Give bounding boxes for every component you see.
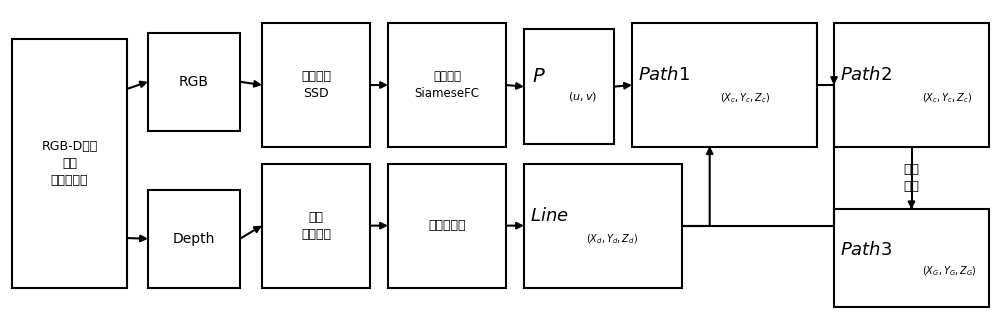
- Text: 手眼
标定: 手眼 标定: [904, 163, 920, 193]
- FancyBboxPatch shape: [262, 23, 370, 147]
- FancyBboxPatch shape: [388, 164, 506, 288]
- FancyBboxPatch shape: [262, 164, 370, 288]
- Text: 目标跟踪
SiameseFC: 目标跟踪 SiameseFC: [415, 70, 480, 100]
- Text: $\mathit{Path2}$: $\mathit{Path2}$: [840, 66, 892, 84]
- FancyBboxPatch shape: [524, 164, 682, 288]
- Text: $\mathit{(u,v)}$: $\mathit{(u,v)}$: [568, 90, 597, 103]
- FancyBboxPatch shape: [12, 39, 127, 288]
- Text: $(X_c,Y_c,Z_c)$: $(X_c,Y_c,Z_c)$: [922, 91, 972, 105]
- FancyBboxPatch shape: [632, 23, 817, 147]
- FancyBboxPatch shape: [148, 190, 240, 288]
- FancyBboxPatch shape: [524, 29, 614, 144]
- Text: RGB: RGB: [179, 75, 209, 89]
- FancyBboxPatch shape: [148, 33, 240, 131]
- FancyBboxPatch shape: [834, 23, 989, 147]
- Text: $(X_d,Y_d,Z_d)$: $(X_d,Y_d,Z_d)$: [586, 232, 638, 246]
- Text: $\mathit{Path1}$: $\mathit{Path1}$: [638, 66, 690, 84]
- Text: Depth: Depth: [173, 232, 215, 246]
- Text: $(X_c,Y_c,Z_c)$: $(X_c,Y_c,Z_c)$: [720, 91, 770, 105]
- Text: $\mathit{Line}$: $\mathit{Line}$: [530, 207, 569, 225]
- Text: 点云
三维重建: 点云 三维重建: [301, 211, 331, 241]
- Text: $\mathit{Path3}$: $\mathit{Path3}$: [840, 241, 892, 259]
- FancyBboxPatch shape: [834, 209, 989, 307]
- Text: $(X_G,Y_G,Z_G)$: $(X_G,Y_G,Z_G)$: [922, 264, 977, 278]
- FancyBboxPatch shape: [388, 23, 506, 147]
- Text: 目标检测
SSD: 目标检测 SSD: [301, 70, 331, 100]
- Text: RGB-D相机
获取
实时数据流: RGB-D相机 获取 实时数据流: [41, 140, 98, 187]
- Text: $\mathit{P}$: $\mathit{P}$: [532, 67, 546, 86]
- Text: 线特征提取: 线特征提取: [428, 219, 466, 232]
